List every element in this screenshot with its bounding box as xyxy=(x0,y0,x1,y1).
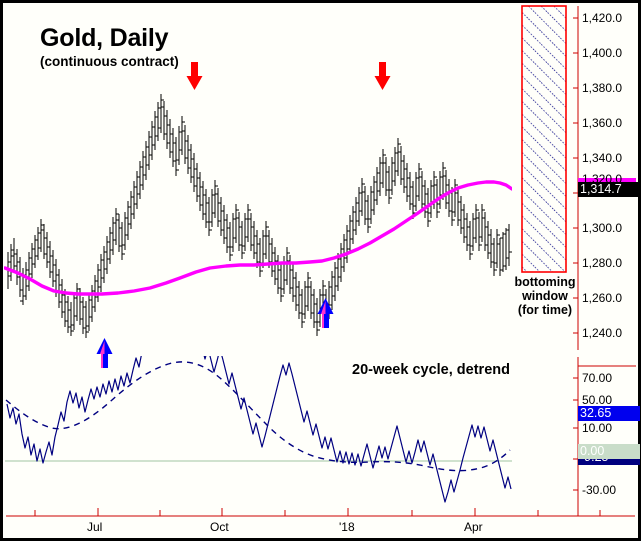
price-tick-label: 1,360.0 xyxy=(582,116,623,130)
bottoming-window-label: bottoming window (for time) xyxy=(505,275,585,317)
price-tick-label: 1,260.0 xyxy=(582,291,623,305)
time-tick-label: Oct xyxy=(210,520,229,534)
arrow-up-icon-2 xyxy=(317,298,334,328)
price-tick-label: 1,420.0 xyxy=(582,11,623,25)
time-tick-label: Jul xyxy=(87,520,103,534)
page-title: Gold, Daily xyxy=(40,24,169,52)
last-price-badge: 1,314.7 xyxy=(578,182,638,197)
oscillator-tick-label: 70.00 xyxy=(582,371,613,385)
cycle-fit-curve xyxy=(5,361,511,472)
bottoming-window-label-line3: (for time) xyxy=(517,303,573,317)
price-panel xyxy=(4,5,567,368)
chart-subtitle: (continuous contract) xyxy=(40,54,179,69)
price-tick-label: 1,400.0 xyxy=(582,46,623,60)
price-tick-label: 1,380.0 xyxy=(582,81,623,95)
oscillator-zero-badge: 0.00 xyxy=(578,444,640,459)
oscillator-tick-label: 50.00 xyxy=(582,393,613,407)
bottoming-window-label-line2: window xyxy=(522,289,568,303)
time-tick-label: Apr xyxy=(464,520,483,534)
price-tick-label: 1,280.0 xyxy=(582,256,623,270)
moving-average-axis-marker xyxy=(578,178,636,184)
bottoming-window-region xyxy=(521,5,567,273)
title-block: Gold, Daily (continuous contract) xyxy=(40,26,179,69)
oscillator-tick-label: 10.00 xyxy=(582,421,613,435)
oscillator-high-badge: 32.65 xyxy=(578,406,640,421)
oscillator-axis-ticks xyxy=(573,377,578,491)
price-axis-ticks xyxy=(573,17,578,334)
arrow-down-icon-1 xyxy=(186,62,203,90)
oscillator-series xyxy=(6,356,512,503)
arrow-down-icon-2 xyxy=(374,62,391,90)
moving-average-line xyxy=(4,180,512,296)
price-tick-label: 1,340.0 xyxy=(582,151,623,165)
oscillator-panel xyxy=(5,356,512,503)
arrow-up-icon-1 xyxy=(96,338,113,368)
bottoming-window-label-line1: bottoming xyxy=(514,275,576,289)
ohlc-bar-series xyxy=(5,94,512,338)
oscillator-tick-label: -30.00 xyxy=(582,483,617,497)
price-tick-label: 1,240.0 xyxy=(582,326,623,340)
time-tick-label: '18 xyxy=(339,520,355,534)
price-tick-label: 1,300.0 xyxy=(582,221,623,235)
oscillator-panel-label: 20-week cycle, detrend xyxy=(352,362,510,378)
time-axis-ticks xyxy=(34,508,601,516)
